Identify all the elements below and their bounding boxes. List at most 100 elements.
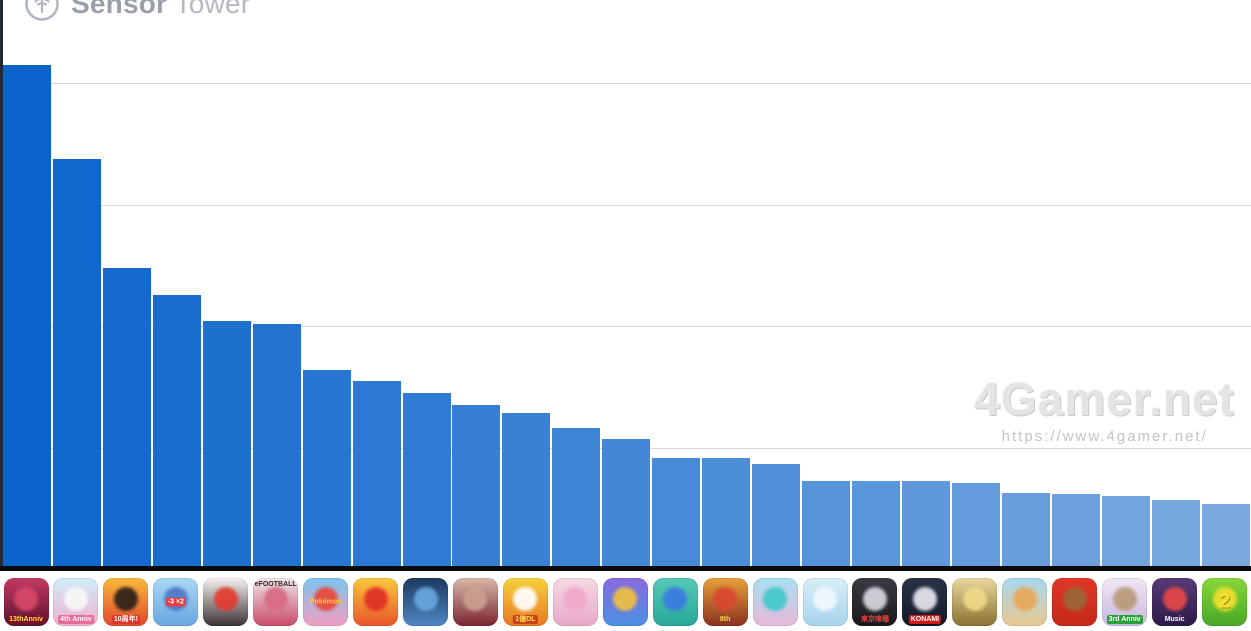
gridline <box>3 83 1251 84</box>
bar-farm-adventure-game <box>1001 493 1050 566</box>
pokemon-card-game-icon: Pokémon <box>303 578 349 626</box>
one-piece-bounty-rush-icon-label: 8th <box>719 616 731 623</box>
archero-2-icon-label: 2 <box>1218 590 1231 613</box>
bar-pokemon-card-game <box>302 370 351 566</box>
gridline <box>3 204 1251 206</box>
anime-3rd-anniversary-icon: 3rd Anniv <box>1102 578 1148 626</box>
watermark: 4Gamer.net https://www.4gamer.net/ <box>974 372 1235 445</box>
honkai-star-rail-icon-art <box>563 587 588 612</box>
bar-puzzle-and-dragons <box>3 65 51 566</box>
royal-match-icon <box>602 578 648 626</box>
project-sekai-icon <box>752 578 798 626</box>
ensemble-stars-music-icon-label: Music <box>1164 616 1185 623</box>
pro-baseball-spirits-a-icon-label: KONAMI <box>908 615 942 624</box>
efootball-icon-art <box>263 587 288 612</box>
bar-whiteout-survival <box>402 393 451 566</box>
bar-toon-blast <box>1051 494 1100 566</box>
bar-monster-strike <box>352 381 401 566</box>
bar-tokyo-ghoul-game <box>851 481 900 566</box>
gridline <box>3 326 1251 327</box>
project-sekai-icon-art <box>763 587 788 612</box>
bar-ensemble-stars-music <box>1151 500 1200 566</box>
mob-control-icon-label: -3 ×2 <box>165 597 186 607</box>
bar-one-piece-bounty-rush <box>702 458 751 566</box>
uma-musume-icon-label: 4th Anniv <box>58 615 94 624</box>
mob-control-icon: -3 ×2 <box>153 578 199 626</box>
dokkan-battle-icon-label: 10周年! <box>111 615 140 624</box>
white-robot-game-icon-art <box>813 587 838 612</box>
bar-archero-2 <box>1201 504 1250 566</box>
pokemon-tcg-pocket-icon <box>203 578 249 626</box>
pokemon-card-game-icon-art <box>313 587 338 612</box>
nikke-icon-art <box>463 587 488 612</box>
uma-musume-icon-art <box>63 587 88 612</box>
bar-white-robot-game <box>802 481 851 566</box>
archero-2-icon: 2 <box>1202 578 1248 626</box>
bar-project-sekai-colorful-stage <box>752 464 801 566</box>
monster-strike-icon <box>353 578 399 626</box>
bar-anime-3rd-anniversary-game <box>1101 496 1150 566</box>
bar-royal-match <box>602 439 651 566</box>
whiteout-survival-icon-art <box>413 587 438 612</box>
bar-pro-baseball-spirits-a <box>901 481 950 566</box>
toon-blast-icon <box>1052 578 1098 626</box>
battle-cats-icon: 1億DL <box>502 578 548 626</box>
anime-3rd-anniversary-icon-art <box>1112 587 1137 612</box>
bar-mob-control <box>152 295 201 566</box>
sensor-tower-logo: Sensor Tower <box>24 0 250 22</box>
royal-match-icon-art <box>613 587 638 612</box>
ensemble-stars-music-icon-art <box>1162 587 1187 612</box>
bar-efootball <box>252 324 301 566</box>
bar-dragon-ball-z-dokkan-battle <box>102 268 151 566</box>
whiteout-survival-icon <box>403 578 449 626</box>
fate-grand-order-icon <box>952 578 998 626</box>
white-robot-game-icon <box>802 578 848 626</box>
tokyo-ghoul-game-icon-label: 東京喰種 <box>860 616 889 623</box>
pokemon-tcg-pocket-icon-art <box>213 587 238 612</box>
one-piece-bounty-rush-icon: 8th <box>702 578 748 626</box>
tokyo-ghoul-game-icon: 東京喰種 <box>852 578 898 626</box>
puzzle-and-dragons-icon-label: 13thAnniv <box>7 615 45 624</box>
bar-pokemon-tcg-pocket <box>202 321 251 566</box>
honkai-star-rail-icon <box>552 578 598 626</box>
bar-the-battle-cats <box>502 413 551 566</box>
pro-baseball-spirits-a-icon-art <box>912 587 937 612</box>
battle-cats-icon-art <box>513 587 538 612</box>
puzzle-and-dragons-icon: 13thAnniv <box>3 578 49 626</box>
farm-adventure-game-icon <box>1002 578 1048 626</box>
pokemon-card-game-icon-label: Pokémon <box>309 598 342 606</box>
anime-3rd-anniversary-icon-label: 3rd Anniv <box>1106 615 1143 624</box>
monster-strike-icon-art <box>363 587 388 612</box>
watermark-url: https://www.4gamer.net/ <box>1001 428 1208 445</box>
dokkan-battle-icon-art <box>113 587 138 612</box>
battle-cats-icon-label: 1億DL <box>513 615 538 624</box>
sensor-tower-logo-icon <box>25 0 59 21</box>
bar-nikke-goddess-of-victory <box>452 405 501 566</box>
fate-grand-order-icon-art <box>962 587 987 612</box>
y-axis-line <box>0 0 3 571</box>
efootball-icon: eFOOTBALL <box>253 578 299 626</box>
dragon-quest-walk-icon-art <box>663 587 688 612</box>
dragon-quest-walk-icon <box>652 578 698 626</box>
farm-adventure-game-icon-art <box>1012 587 1037 612</box>
archero-2-icon-art <box>1212 587 1237 612</box>
nikke-icon <box>452 578 498 626</box>
bar-dragon-quest-walk <box>652 458 701 566</box>
uma-musume-icon: 4th Anniv <box>53 578 99 626</box>
one-piece-bounty-rush-icon-art <box>713 587 738 612</box>
puzzle-and-dragons-icon-art <box>14 587 38 612</box>
bar-uma-musume-pretty-derby <box>52 159 101 566</box>
watermark-4gamer-logo: 4Gamer.net <box>974 373 1235 425</box>
tokyo-ghoul-game-icon-art <box>862 587 887 612</box>
bar-fate-grand-order <box>951 483 1000 566</box>
bar-honkai-star-rail <box>552 428 601 566</box>
pro-baseball-spirits-a-icon: KONAMI <box>902 578 948 626</box>
x-axis-line <box>0 566 1251 571</box>
dokkan-battle-icon: 10周年! <box>103 578 149 626</box>
toon-blast-icon-art <box>1062 587 1087 612</box>
logo-word-tower: Tower <box>174 0 251 19</box>
efootball-icon-label: eFOOTBALL <box>254 581 297 588</box>
ensemble-stars-music-icon: Music <box>1152 578 1198 626</box>
sensor-tower-logo-text: Sensor Tower <box>71 0 250 20</box>
